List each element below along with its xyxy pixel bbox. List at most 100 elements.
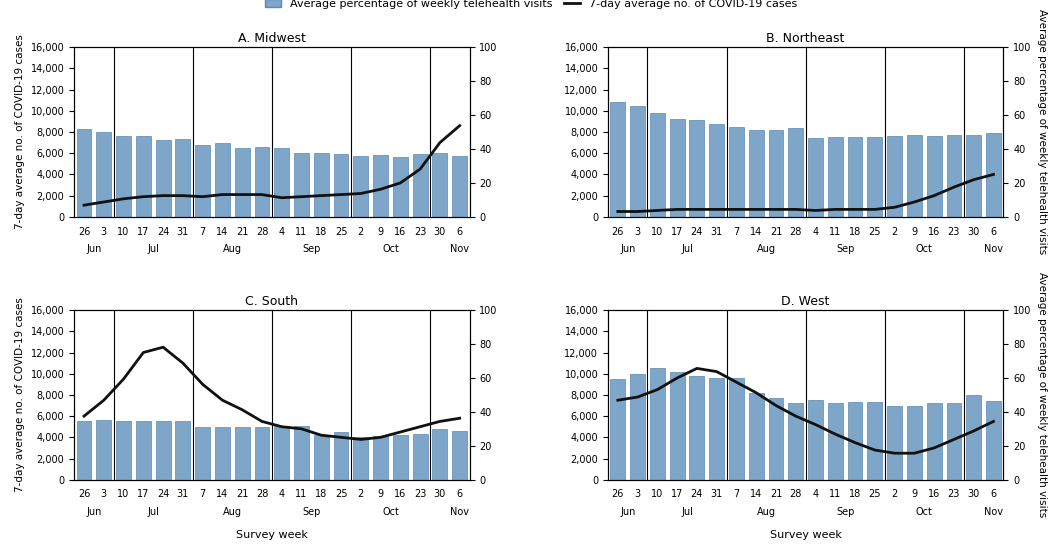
Bar (333, 432, 348, 480)
Text: Sep: Sep (303, 244, 321, 254)
Bar (788, 128, 803, 217)
Y-axis label: Average percentage of weekly telehealth visits: Average percentage of weekly telehealth … (1037, 9, 1047, 255)
Bar (76, 421, 91, 480)
Bar (294, 426, 309, 480)
Bar (116, 421, 131, 480)
Bar (887, 406, 902, 480)
Bar (966, 135, 981, 217)
Title: D. West: D. West (782, 295, 829, 307)
Bar (749, 130, 764, 217)
Bar (432, 429, 447, 480)
Bar (413, 434, 428, 480)
Bar (195, 427, 210, 480)
Text: Sep: Sep (836, 507, 854, 517)
Bar (630, 374, 645, 480)
Text: Oct: Oct (382, 507, 399, 517)
Bar (808, 400, 823, 480)
Bar (452, 157, 467, 217)
Text: Aug: Aug (756, 244, 775, 254)
Title: A. Midwest: A. Midwest (238, 32, 306, 44)
Legend: Average percentage of weekly telehealth visits, 7-day average no. of COVID-19 ca: Average percentage of weekly telehealth … (260, 0, 802, 13)
Bar (393, 158, 408, 217)
Text: Oct: Oct (915, 507, 932, 517)
Bar (769, 130, 784, 217)
Bar (828, 137, 843, 217)
Bar (413, 154, 428, 217)
Text: Jun: Jun (86, 507, 102, 517)
Bar (76, 129, 91, 217)
Bar (235, 148, 250, 217)
Bar (887, 137, 902, 217)
Text: Jul: Jul (681, 507, 693, 517)
Bar (986, 133, 1000, 217)
Bar (294, 153, 309, 217)
Text: Nov: Nov (984, 507, 1003, 517)
Text: Oct: Oct (915, 244, 932, 254)
Bar (986, 401, 1000, 480)
Text: Jul: Jul (148, 507, 159, 517)
Y-axis label: Average percentage of weekly telehealth visits: Average percentage of weekly telehealth … (1037, 273, 1047, 518)
Bar (354, 157, 369, 217)
Text: Nov: Nov (450, 507, 469, 517)
Bar (314, 435, 329, 480)
Bar (136, 421, 151, 480)
Bar (611, 379, 626, 480)
Bar (670, 372, 685, 480)
Bar (729, 127, 743, 217)
Bar (689, 376, 704, 480)
X-axis label: Survey week: Survey week (236, 530, 308, 540)
Bar (373, 155, 388, 217)
Bar (966, 395, 981, 480)
Bar (235, 427, 250, 480)
Bar (847, 402, 862, 480)
Bar (215, 427, 229, 480)
Bar (432, 153, 447, 217)
Text: Aug: Aug (223, 507, 242, 517)
Bar (156, 140, 171, 217)
Text: Aug: Aug (756, 507, 775, 517)
Bar (175, 421, 190, 480)
Bar (769, 398, 784, 480)
X-axis label: Survey week: Survey week (770, 530, 841, 540)
Bar (828, 403, 843, 480)
Title: C. South: C. South (245, 295, 298, 307)
Bar (847, 137, 862, 217)
Bar (927, 403, 942, 480)
Bar (907, 406, 922, 480)
Bar (255, 147, 270, 217)
Bar (274, 148, 289, 217)
Bar (354, 437, 369, 480)
Bar (175, 139, 190, 217)
Bar (868, 402, 883, 480)
Bar (611, 102, 626, 217)
Bar (116, 137, 131, 217)
Bar (670, 119, 685, 217)
Text: Jul: Jul (681, 244, 693, 254)
Text: Oct: Oct (382, 244, 399, 254)
Bar (156, 421, 171, 480)
Text: Jul: Jul (148, 244, 159, 254)
Bar (868, 137, 883, 217)
Bar (393, 435, 408, 480)
Y-axis label: 7-day average no. of COVID-19 cases: 7-day average no. of COVID-19 cases (15, 34, 25, 229)
Bar (946, 403, 961, 480)
Bar (373, 436, 388, 480)
Bar (729, 378, 743, 480)
Bar (630, 105, 645, 217)
Bar (808, 138, 823, 217)
Bar (333, 154, 348, 217)
Y-axis label: 7-day average no. of COVID-19 cases: 7-day average no. of COVID-19 cases (15, 297, 25, 492)
Bar (788, 403, 803, 480)
Bar (314, 153, 329, 217)
Text: Aug: Aug (223, 244, 242, 254)
Bar (689, 120, 704, 217)
Text: Sep: Sep (303, 507, 321, 517)
Bar (195, 145, 210, 217)
Bar (215, 143, 229, 217)
Text: Jun: Jun (86, 244, 102, 254)
Text: Nov: Nov (450, 244, 469, 254)
Bar (650, 113, 665, 217)
Bar (136, 137, 151, 217)
Bar (709, 378, 724, 480)
Bar (907, 135, 922, 217)
